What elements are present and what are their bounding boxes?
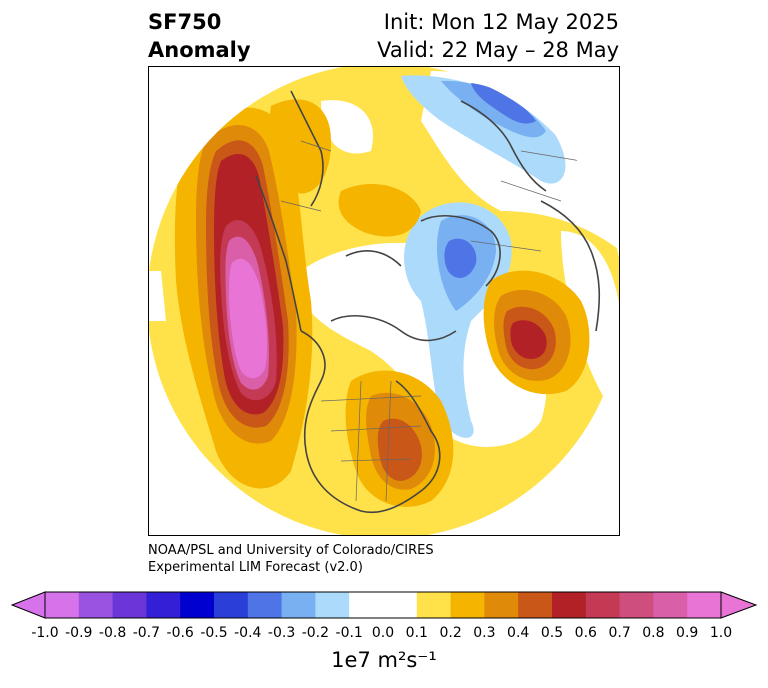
colorbar-tick-label: 0.3 bbox=[473, 625, 496, 641]
colorbar-segment bbox=[619, 592, 654, 618]
init-date: Init: Mon 12 May 2025 bbox=[383, 10, 619, 34]
colorbar-segment bbox=[247, 592, 283, 618]
positive-anomaly-canada-north bbox=[269, 99, 331, 194]
neutral-region-edge bbox=[149, 271, 166, 321]
title-line-2: Anomaly bbox=[148, 38, 251, 62]
colorbar-segment bbox=[585, 592, 621, 618]
colorbar-segment bbox=[146, 592, 181, 618]
colorbar-frame bbox=[44, 591, 722, 619]
valid-date: Valid: 22 May – 28 May bbox=[377, 38, 619, 62]
colorbar-tick-label: -0.2 bbox=[301, 625, 330, 641]
colorbar-tick-label: 0.6 bbox=[574, 625, 597, 641]
colorbar-segment bbox=[416, 592, 452, 618]
positive-anomaly-arctic bbox=[338, 183, 421, 237]
colorbar-extend-max bbox=[720, 591, 758, 619]
colorbar-units: 1e7 m²s⁻¹ bbox=[331, 648, 437, 672]
colorbar-segment bbox=[281, 592, 316, 618]
colorbar-tick-label: 1.0 bbox=[709, 625, 733, 641]
colorbar-segment bbox=[78, 592, 114, 618]
colorbar-tick-label: 0.0 bbox=[371, 625, 395, 641]
title-line-1: SF750 bbox=[148, 10, 222, 34]
colorbar-tick-label: 0.4 bbox=[507, 625, 530, 641]
colorbar-extend-min bbox=[10, 591, 46, 619]
colorbar-tick-label: -0.3 bbox=[267, 625, 296, 641]
colorbar-tick-label: -0.9 bbox=[65, 625, 93, 641]
colorbar-tick-label: -0.8 bbox=[98, 625, 127, 641]
neutral-region-east bbox=[561, 231, 619, 421]
colorbar-segment bbox=[518, 592, 553, 618]
colorbar-tick-label: 0.1 bbox=[405, 625, 428, 641]
negative-anomaly-europe-core bbox=[471, 83, 536, 124]
colorbar-tick-label: -1.0 bbox=[31, 625, 59, 641]
positive-anomaly-asia-core bbox=[510, 320, 547, 359]
colorbar-segment bbox=[383, 592, 418, 618]
credit-line-2: Experimental LIM Forecast (v2.0) bbox=[148, 560, 363, 575]
credit-text: NOAA/PSL and University of Colorado/CIRE… bbox=[148, 542, 434, 576]
colorbar-tick-label: -0.1 bbox=[335, 625, 363, 641]
colorbar-tick-label: 0.2 bbox=[439, 625, 462, 641]
colorbar-tick-label: -0.7 bbox=[132, 625, 161, 641]
colorbar-tick-label: -0.4 bbox=[234, 625, 262, 641]
colorbar-segment bbox=[484, 592, 519, 618]
colorbar-segment bbox=[315, 592, 350, 618]
colorbar-segment bbox=[214, 592, 249, 618]
colorbar-ticks: -1.0 -0.9 -0.8 -0.7 -0.6 -0.5 -0.4 -0.3 -0.2 -0.1… bbox=[0, 625, 768, 645]
negative-anomaly-siberia-core bbox=[444, 238, 477, 278]
neutral-region-greenland bbox=[321, 100, 373, 154]
colorbar bbox=[10, 591, 758, 619]
colorbar-segment bbox=[450, 592, 485, 618]
colorbar-tick-label: 0.7 bbox=[608, 625, 631, 641]
colorbar-tick-label: 0.5 bbox=[540, 625, 564, 641]
colorbar-segment bbox=[112, 592, 147, 618]
colorbar-tick-label: -0.6 bbox=[166, 625, 194, 641]
map-title: SF750 Anomaly bbox=[148, 8, 251, 64]
colorbar-tick-label: 0.8 bbox=[642, 625, 665, 641]
colorbar-segment bbox=[687, 592, 722, 618]
negative-anomaly-europe-mid bbox=[441, 80, 546, 138]
forecast-dates: Init: Mon 12 May 2025 Valid: 22 May – 28… bbox=[377, 8, 619, 64]
colorbar-segment bbox=[653, 592, 688, 618]
colorbar-tick-label: -0.5 bbox=[200, 625, 228, 641]
colorbar-segment bbox=[180, 592, 215, 618]
map-panel bbox=[148, 66, 620, 536]
anomaly-map bbox=[149, 67, 619, 535]
borders bbox=[280, 140, 582, 502]
colorbar-segment bbox=[552, 592, 587, 618]
credit-line-1: NOAA/PSL and University of Colorado/CIRE… bbox=[148, 543, 434, 558]
negative-anomaly-europe-outer bbox=[401, 75, 566, 184]
colorbar-segment bbox=[349, 592, 384, 618]
colorbar-segment bbox=[45, 592, 80, 618]
colorbar-tick-label: 0.9 bbox=[676, 625, 699, 641]
positive-anomaly-pacific-core bbox=[229, 258, 268, 379]
